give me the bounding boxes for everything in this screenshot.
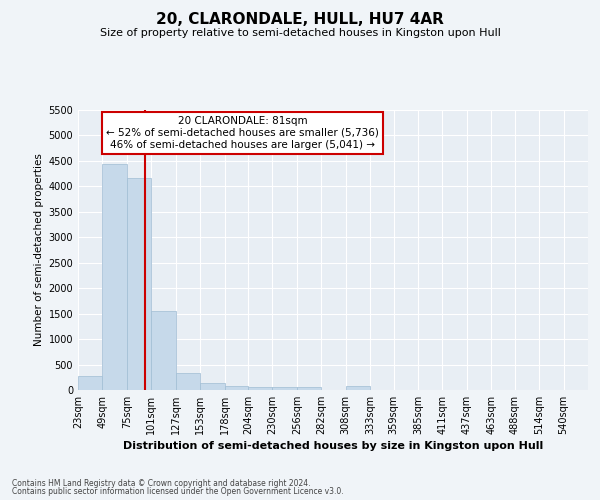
Text: 20 CLARONDALE: 81sqm
← 52% of semi-detached houses are smaller (5,736)
46% of se: 20 CLARONDALE: 81sqm ← 52% of semi-detac… [106,116,379,150]
Bar [297,387,321,390]
Bar [78,376,103,390]
Bar [346,386,370,390]
Bar [176,373,200,390]
Text: 20, CLARONDALE, HULL, HU7 4AR: 20, CLARONDALE, HULL, HU7 4AR [156,12,444,28]
Bar [224,386,248,390]
Bar [200,384,224,390]
Bar [248,386,272,390]
Text: Size of property relative to semi-detached houses in Kingston upon Hull: Size of property relative to semi-detach… [100,28,500,38]
Y-axis label: Number of semi-detached properties: Number of semi-detached properties [34,154,44,346]
Text: Contains HM Land Registry data © Crown copyright and database right 2024.: Contains HM Land Registry data © Crown c… [12,478,311,488]
Bar [103,164,127,390]
Text: Contains public sector information licensed under the Open Government Licence v3: Contains public sector information licen… [12,487,344,496]
X-axis label: Distribution of semi-detached houses by size in Kingston upon Hull: Distribution of semi-detached houses by … [123,441,543,451]
Bar [151,310,176,390]
Bar [272,387,297,390]
Bar [127,178,151,390]
